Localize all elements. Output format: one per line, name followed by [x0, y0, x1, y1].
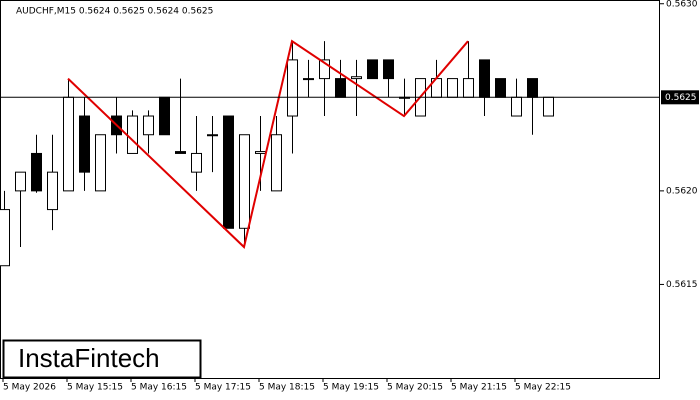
- x-tick-label: 5 May 21:15: [451, 383, 507, 393]
- candle-body: [239, 134, 250, 229]
- candle-body: [15, 171, 26, 192]
- candle-body: [495, 78, 506, 98]
- candle-body: [223, 115, 234, 229]
- candle-body: [31, 152, 42, 192]
- candle-body: [159, 96, 170, 136]
- candle-body: [527, 78, 538, 98]
- x-tick-label: 5 May 22:15: [515, 383, 571, 393]
- chart-title: AUDCHF,M15 0.5624 0.5625 0.5624 0.5625: [16, 7, 213, 17]
- candle-body: [543, 96, 554, 117]
- candle-body: [479, 59, 490, 98]
- candle-body: [511, 96, 522, 117]
- candle-body: [447, 78, 458, 98]
- x-tick-label: 5 May 19:15: [323, 383, 379, 393]
- x-tick-label: 5 May 17:15: [195, 383, 251, 393]
- candle-body: [175, 151, 186, 154]
- candle-body: [383, 59, 394, 80]
- candle-body: [0, 209, 10, 267]
- logo: InstaFintech: [18, 343, 160, 373]
- candle-body: [367, 59, 378, 80]
- candle-body: [79, 115, 90, 173]
- y-tick-label: 0.5615: [666, 280, 698, 290]
- x-tick-label: 5 May 18:15: [259, 383, 315, 393]
- candle-body: [47, 171, 58, 211]
- x-tick-label: 5 May 16:15: [131, 383, 187, 393]
- candle-body: [255, 151, 266, 154]
- x-tick-label: 5 May 2026: [3, 383, 56, 393]
- x-tick-label: 5 May 15:15: [67, 383, 123, 393]
- y-tick-label: 0.5630: [666, 0, 698, 9]
- candle-body: [271, 134, 282, 192]
- candle-body: [335, 78, 346, 98]
- candle-body: [207, 134, 218, 137]
- candle-body: [95, 134, 106, 192]
- candle-body: [127, 115, 138, 154]
- candle-body: [351, 76, 362, 80]
- x-tick-label: 5 May 20:15: [387, 383, 443, 393]
- candle-body: [463, 78, 474, 98]
- candle-body: [143, 115, 154, 136]
- candle-body: [191, 152, 202, 173]
- current-price-label: 0.5625: [665, 93, 697, 103]
- candle-body: [303, 78, 314, 81]
- y-tick-label: 0.5620: [666, 186, 698, 196]
- candle-body: [63, 96, 74, 192]
- candle-body: [319, 59, 330, 80]
- candle-body: [287, 59, 298, 117]
- current-price-box: [661, 90, 699, 105]
- plot-frame: [0, 0, 660, 379]
- logo-box: [2, 339, 202, 379]
- pattern-line: [67, 39, 469, 249]
